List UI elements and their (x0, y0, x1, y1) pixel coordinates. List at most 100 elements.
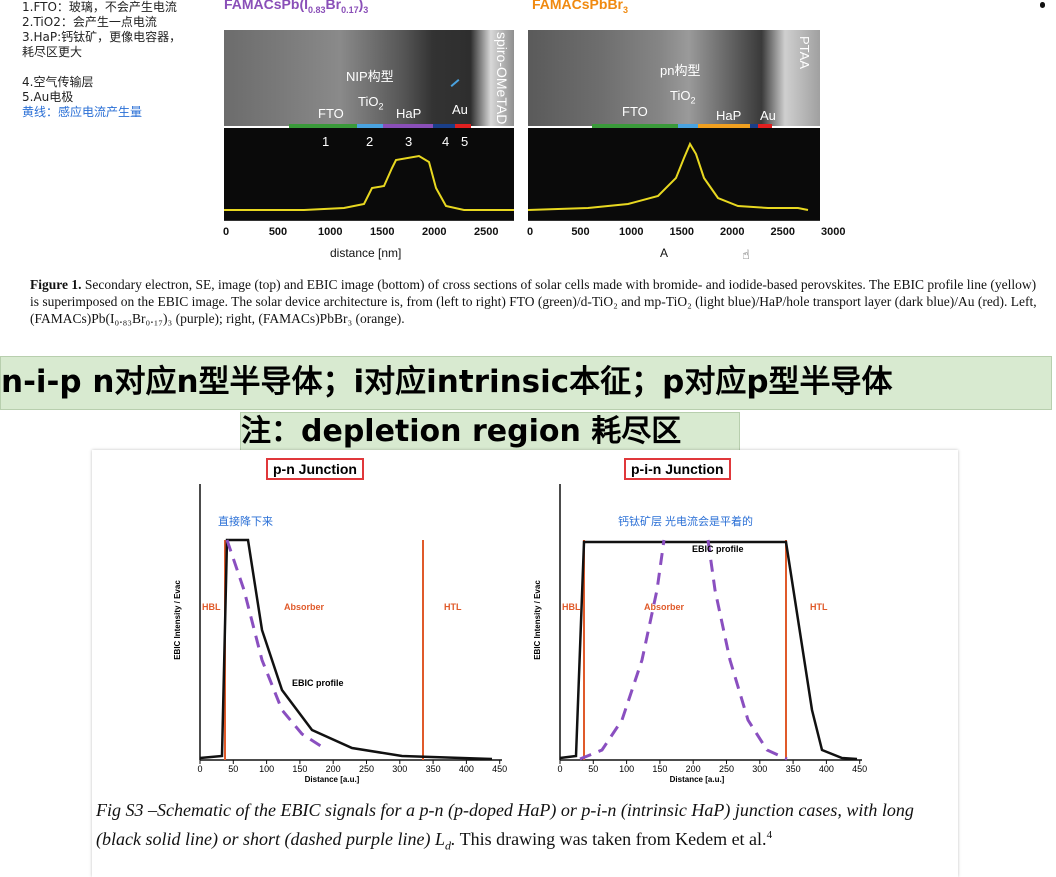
layer-bar-hap (698, 124, 750, 129)
tick-label: 200 (686, 764, 701, 774)
x-axis-label: Distance [a.u.] (670, 775, 725, 784)
tick-label: 200 (326, 764, 341, 774)
tick-label: 50 (228, 764, 238, 774)
tick-label: 400 (459, 764, 474, 774)
right-sem-image: pn构型 FTO TiO2 HaP Au PTAA (528, 30, 820, 126)
arrow-line (450, 79, 460, 87)
x-axis-label: Distance [a.u.] (305, 775, 360, 784)
ebic-profile-label: EBIC profile (692, 544, 744, 554)
banner-line1: n-i-p n对应n型半导体；i对应intrinsic本征；p对应p型半导体 (0, 356, 1052, 410)
layer-bar-tio2 (678, 124, 698, 129)
layer-label-tio2: TiO2 (358, 94, 384, 112)
right-annotation: pn构型 (660, 63, 701, 78)
banner-text: 注：depletion region 耗尽区 (241, 414, 682, 449)
note-line-highlight: 黄线：感应电流产生量 (22, 105, 143, 119)
layer-bar-hap (383, 124, 433, 129)
tick-label: 100 (619, 764, 634, 774)
layer-bar-htl (433, 124, 455, 129)
tick-label: 1500 (669, 226, 694, 238)
right-x-label: A (660, 246, 669, 260)
left-sample-title: FAMACsPb(I0.83Br0.17)3 (224, 0, 369, 15)
layer-label-hap: HaP (396, 106, 422, 121)
left-sem-image: NIP构型 FTO TiO2 HaP Au spiro-OMeTAD (224, 30, 514, 126)
absorber-label: Absorber (644, 602, 685, 612)
note-line: 1.FTO：玻璃，不会产生电流 (22, 0, 177, 14)
y-axis-label: EBIC Intensity / Evac (173, 580, 182, 660)
tick-label: 1500 (370, 226, 395, 238)
htl-vertical-label: PTAA (797, 36, 812, 69)
tick-label: 3000 (821, 226, 846, 238)
layer-bar-htl (750, 124, 758, 129)
htl-label: HTL (810, 602, 828, 612)
layer-bar-fto (289, 124, 357, 129)
tick-label: 1000 (318, 226, 343, 238)
hand-cursor-icon: ☝ (742, 248, 750, 263)
tick-label: 2500 (770, 226, 795, 238)
note-line: 4.空气传输层 (22, 75, 94, 89)
banner-line2: 注：depletion region 耗尽区 (240, 412, 740, 454)
layer-number: 2 (366, 134, 374, 149)
pin-junction-title: p-i-n Junction (624, 458, 731, 480)
right-ebic-image (528, 128, 820, 220)
ebic-profile-label: EBIC profile (292, 678, 344, 688)
y-axis-label: EBIC Intensity / Evac (533, 580, 542, 660)
tick-label: 300 (392, 764, 407, 774)
tick-label: 100 (259, 764, 274, 774)
note-line: 5.Au电极 (22, 90, 74, 104)
htl-label: HTL (444, 602, 462, 612)
tick-label: 1000 (619, 226, 644, 238)
left-ebic-profile (224, 154, 514, 211)
layer-bar-tio2 (357, 124, 383, 129)
tick-label: 450 (852, 764, 867, 774)
tick-label: 150 (292, 764, 307, 774)
hbl-label: HBL (202, 602, 221, 612)
fig-s3-caption: Fig S3 –Schematic of the EBIC signals fo… (96, 800, 914, 853)
tick-label: 2000 (422, 226, 447, 238)
layer-label-tio2: TiO2 (670, 88, 696, 106)
layer-label-au: Au (760, 108, 776, 123)
handwritten-notes: 1.FTO：玻璃，不会产生电流 2.TiO2：会产生一点电流 3.HaP:钙钛矿… (22, 0, 222, 120)
layer-bar-au (758, 124, 772, 129)
pn-junction-chart: EBIC Intensity / Evac HBL Absorber HTL E… (173, 484, 507, 784)
tick-label: 350 (426, 764, 441, 774)
tick-label: 250 (719, 764, 734, 774)
layer-number: 4 (442, 134, 450, 149)
pin-junction-chart: EBIC Intensity / Evac HBL Absorber HTL E… (533, 484, 867, 784)
tick-label: 50 (588, 764, 598, 774)
layer-bar-fto (592, 124, 678, 129)
tick-label: 300 (752, 764, 767, 774)
note-line: 耗尽区更大 (22, 45, 83, 59)
schematic-panel: p-n Junction p-i-n Junction EBIC Intensi… (92, 450, 958, 877)
tick-label: 250 (359, 764, 374, 774)
hbl-label: HBL (562, 602, 581, 612)
layer-label-hap: HaP (716, 108, 742, 123)
tick-label: 450 (492, 764, 507, 774)
layer-number: 1 (322, 134, 330, 149)
scroll-dot (1040, 2, 1045, 8)
annotation-text: 钙钛矿层 光电流会是平着的 (618, 514, 753, 528)
tick-label: 0 (526, 226, 534, 238)
left-x-axis (224, 220, 514, 221)
tick-label: 400 (819, 764, 834, 774)
tick-label: 0 (222, 226, 230, 238)
tick-label: 0 (197, 764, 202, 774)
tick-label: 500 (571, 226, 590, 238)
layer-number: 5 (461, 134, 469, 149)
layer-bar-au (455, 124, 471, 129)
tick-label: 0 (557, 764, 562, 774)
htl-vertical-label: spiro-OMeTAD (494, 32, 510, 125)
tick-label: 2500 (474, 226, 499, 238)
figure1-caption: Figure 1. Secondary electron, SE, image … (30, 277, 1037, 326)
tick-label: 150 (652, 764, 667, 774)
left-annotation: NIP构型 (346, 69, 394, 84)
layer-label-fto: FTO (318, 106, 344, 121)
note-line: 2.TiO2：会产生一点电流 (22, 15, 157, 29)
layer-number: 3 (405, 134, 413, 149)
left-ebic-image: 1 2 3 4 5 (224, 128, 514, 220)
layer-label-fto: FTO (622, 104, 648, 119)
figure1-document: 1.FTO：玻璃，不会产生电流 2.TiO2：会产生一点电流 3.HaP:钙钛矿… (0, 0, 1056, 352)
annotation-text: 直接降下来 (218, 514, 273, 528)
right-sample-title: FAMACsPbBr3 (532, 0, 629, 15)
pn-junction-title: p-n Junction (266, 458, 364, 480)
right-ebic-profile (528, 141, 809, 211)
